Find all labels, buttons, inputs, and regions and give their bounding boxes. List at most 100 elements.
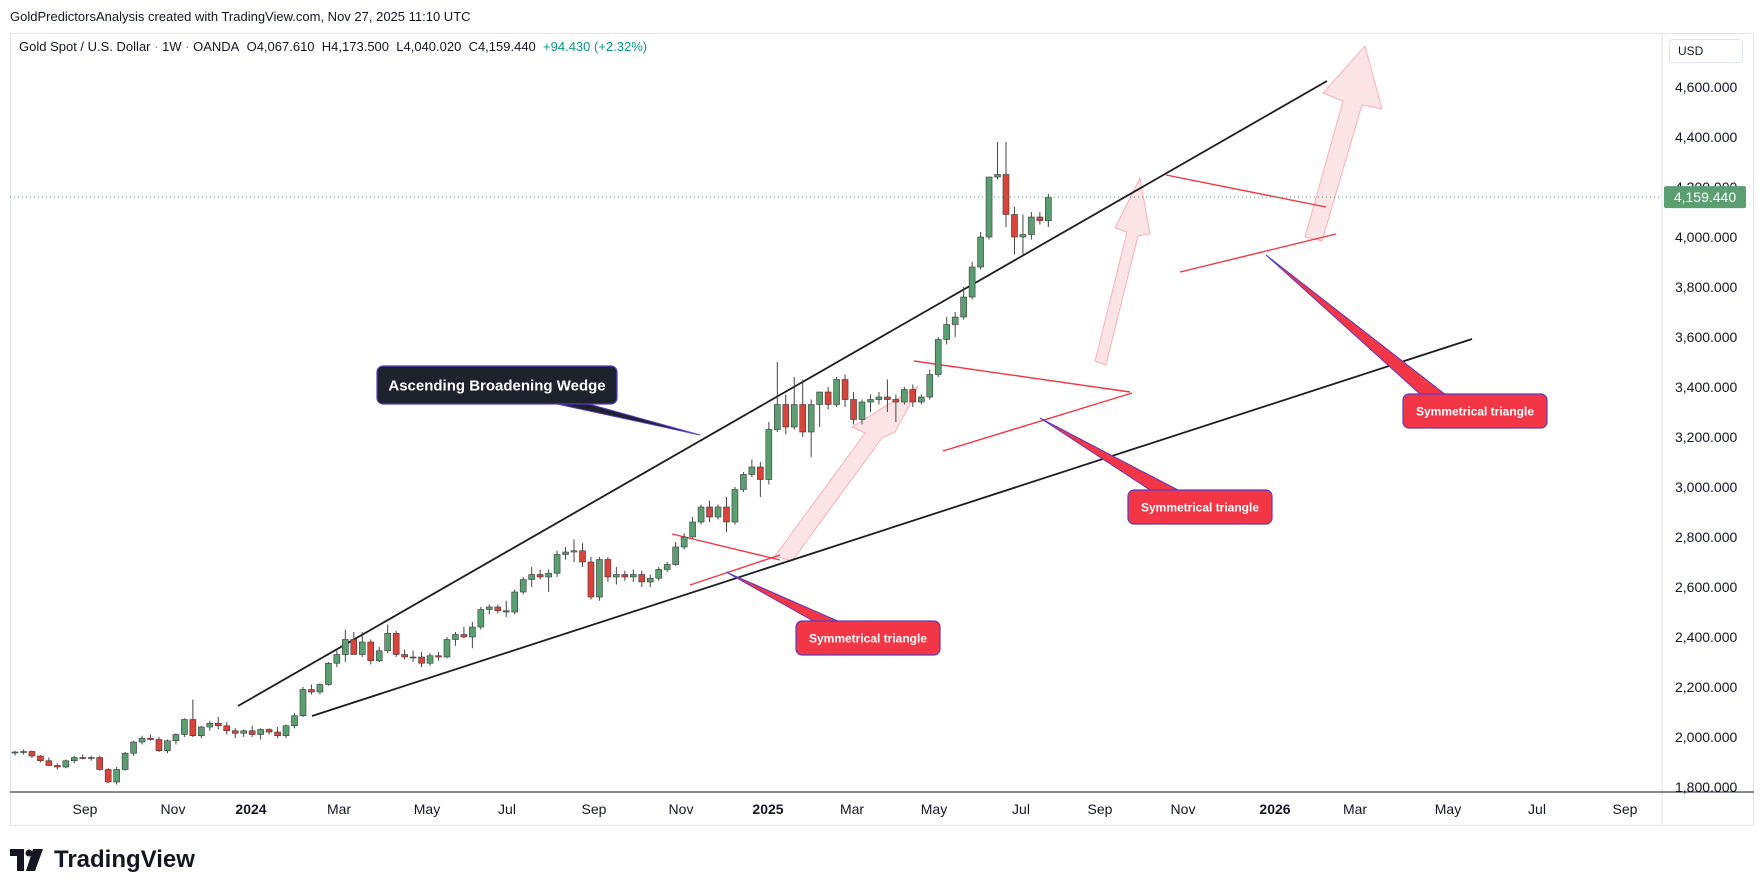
candle-body: [1019, 234, 1027, 238]
candle: [79, 754, 87, 760]
candle-body: [494, 606, 502, 612]
candle-body: [409, 656, 417, 659]
last-price-tag: [1664, 186, 1746, 209]
candle-body: [79, 757, 87, 759]
candle: [384, 624, 391, 654]
candle: [655, 567, 663, 581]
candle-body: [689, 521, 696, 538]
callout-box: [376, 365, 618, 405]
triangle-line: [1165, 174, 1327, 208]
candle-body: [367, 641, 375, 662]
candle-body: [113, 769, 120, 783]
candle: [807, 399, 815, 457]
candle: [934, 337, 942, 377]
currency-selector[interactable]: USD: [1669, 39, 1743, 63]
chart-frame: [10, 33, 1754, 826]
candle: [409, 650, 417, 662]
time-axis-label: 2024: [235, 801, 266, 817]
candle-body: [282, 725, 290, 737]
candle-body: [934, 339, 942, 375]
time-axis-label: Jul: [1528, 801, 1546, 817]
candle-body: [773, 404, 781, 430]
candle-body: [757, 466, 764, 480]
last-price-value: 4,159.440: [1674, 189, 1736, 205]
candle-body: [223, 725, 231, 732]
candle: [680, 533, 688, 550]
candle: [604, 557, 612, 582]
candle: [740, 472, 747, 492]
candle: [646, 574, 654, 587]
candle: [265, 728, 273, 735]
legend-symbol: Gold Spot / U.S. Dollar: [19, 39, 151, 54]
candle-body: [553, 554, 561, 574]
candle-body: [985, 176, 993, 238]
candle: [926, 369, 934, 400]
candle: [562, 547, 569, 560]
candle-body: [519, 579, 527, 593]
candle-body: [325, 662, 332, 685]
candle-body: [426, 655, 434, 664]
candle-body: [528, 574, 535, 580]
candle-body: [875, 396, 883, 400]
chart-caption: GoldPredictorsAnalysis created with Trad…: [10, 9, 471, 24]
candle-body: [384, 632, 391, 652]
candle-body: [1011, 214, 1018, 238]
candle-body: [460, 634, 468, 638]
candle: [1019, 214, 1027, 255]
candle: [155, 737, 163, 752]
time-axis-label: Jul: [498, 801, 516, 817]
legend-high: H4,173.500: [321, 39, 390, 54]
candle-body: [1045, 196, 1052, 222]
candle: [545, 569, 552, 592]
candle: [426, 653, 434, 666]
candle-body: [731, 489, 739, 523]
candle-body: [172, 734, 180, 742]
candle: [1002, 142, 1010, 227]
time-axis-label: Nov: [669, 801, 694, 817]
candle: [104, 768, 112, 784]
candle-body: [790, 404, 798, 428]
callout-label: Symmetrical triangle: [1141, 500, 1259, 514]
candle: [130, 740, 137, 756]
candle-body: [274, 731, 281, 737]
candle-body: [748, 466, 756, 475]
candle-body: [723, 506, 730, 523]
candle: [54, 763, 61, 770]
brand-name: TradingView: [54, 846, 195, 873]
candle-body: [28, 751, 36, 757]
callout-pointer: [1265, 254, 1448, 396]
legend-low: L4,040.020: [396, 39, 462, 54]
candle-body: [511, 591, 519, 613]
candle-body: [740, 474, 747, 490]
candle: [367, 639, 375, 665]
candle: [392, 630, 400, 657]
candle-body: [54, 765, 61, 768]
candle: [782, 394, 790, 435]
candle: [401, 649, 408, 660]
candle: [587, 557, 595, 600]
candle-body: [214, 722, 222, 727]
candle: [147, 734, 154, 741]
candle-body: [621, 574, 629, 578]
candle: [638, 570, 646, 587]
candle-body: [147, 737, 154, 740]
candle: [511, 589, 519, 615]
candle-body: [960, 296, 967, 318]
projection-arrow: [774, 384, 920, 562]
wedge-upper-line: [237, 80, 1328, 707]
price-axis-label: 3,000.000: [1675, 479, 1737, 495]
candle: [951, 312, 959, 337]
candle-body: [807, 404, 815, 433]
candle-body: [62, 760, 70, 768]
triangle-line: [671, 533, 781, 561]
candle: [248, 725, 256, 737]
time-axis-label: May: [1435, 801, 1461, 817]
price-axis-label: 2,600.000: [1675, 579, 1737, 595]
callout-box: [1402, 393, 1548, 429]
tradingview-brand[interactable]: TradingView: [10, 846, 195, 874]
candle-body: [291, 715, 298, 727]
callout-pointer: [725, 571, 841, 623]
candle: [570, 539, 578, 562]
candle: [350, 632, 358, 655]
